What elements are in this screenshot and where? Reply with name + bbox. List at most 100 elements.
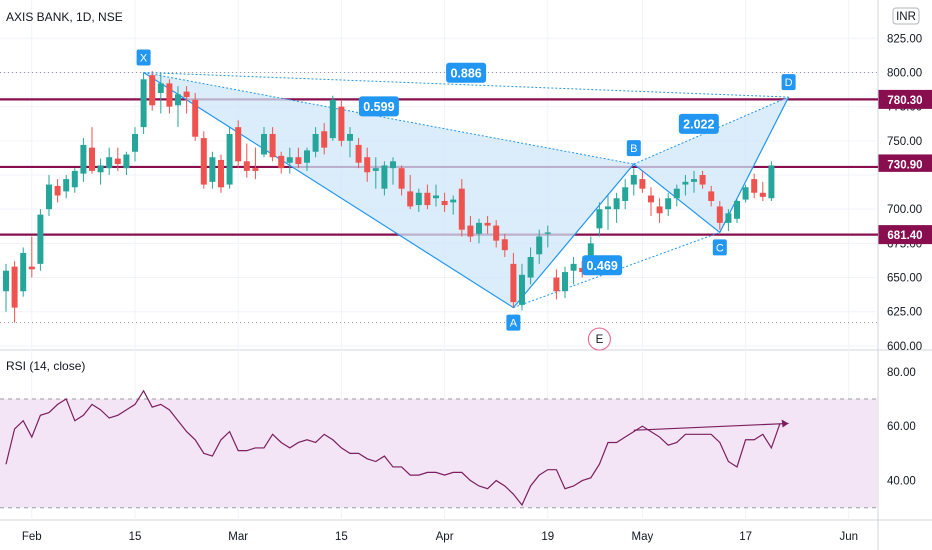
- candle[interactable]: [54, 185, 61, 196]
- candle[interactable]: [243, 161, 250, 171]
- candle[interactable]: [536, 236, 543, 255]
- bcd-triangle[interactable]: [633, 97, 789, 233]
- candle[interactable]: [484, 222, 491, 226]
- ratio-label[interactable]: [446, 62, 487, 83]
- price-tag[interactable]: [878, 225, 932, 245]
- candle[interactable]: [751, 179, 758, 193]
- candle[interactable]: [140, 79, 147, 128]
- candle[interactable]: [708, 191, 715, 201]
- candle[interactable]: [501, 239, 508, 251]
- candle[interactable]: [639, 179, 646, 189]
- candle[interactable]: [648, 195, 654, 203]
- candle[interactable]: [665, 198, 672, 210]
- candle[interactable]: [570, 263, 577, 271]
- candle[interactable]: [562, 272, 568, 292]
- candle[interactable]: [476, 222, 482, 234]
- rsi-series[interactable]: [5, 389, 789, 507]
- candle[interactable]: [295, 157, 302, 165]
- candle[interactable]: [226, 133, 233, 185]
- candle[interactable]: [11, 266, 18, 308]
- point-label-x[interactable]: [136, 49, 151, 66]
- candle[interactable]: [218, 159, 224, 188]
- ratio-label[interactable]: [358, 96, 399, 117]
- candle[interactable]: [390, 161, 396, 169]
- candle[interactable]: [132, 133, 138, 152]
- candle[interactable]: [321, 131, 328, 148]
- harmonic-pattern[interactable]: [143, 71, 790, 309]
- candle[interactable]: [20, 252, 27, 292]
- candle[interactable]: [622, 187, 629, 201]
- candle[interactable]: [269, 133, 276, 158]
- candle[interactable]: [192, 99, 199, 137]
- point-label-a[interactable]: [506, 314, 521, 331]
- price-tag[interactable]: [878, 171, 932, 191]
- candle[interactable]: [183, 91, 190, 98]
- candle[interactable]: [235, 127, 242, 162]
- candle[interactable]: [114, 158, 121, 165]
- candle[interactable]: [656, 206, 663, 214]
- point-label-c[interactable]: [712, 239, 727, 256]
- candle[interactable]: [613, 198, 620, 210]
- candle[interactable]: [759, 192, 766, 197]
- candle[interactable]: [355, 144, 362, 163]
- candle[interactable]: [527, 257, 534, 278]
- candle[interactable]: [682, 181, 689, 185]
- candle[interactable]: [493, 225, 500, 241]
- candle[interactable]: [605, 206, 611, 210]
- candle[interactable]: [544, 232, 551, 234]
- candle[interactable]: [123, 154, 130, 169]
- candle[interactable]: [80, 144, 87, 174]
- candle[interactable]: [699, 175, 706, 185]
- candle[interactable]: [734, 200, 740, 219]
- candle[interactable]: [407, 191, 414, 207]
- candle[interactable]: [261, 133, 267, 155]
- candle[interactable]: [209, 157, 216, 182]
- candle[interactable]: [716, 206, 723, 223]
- candle[interactable]: [89, 147, 95, 171]
- candle[interactable]: [97, 165, 104, 173]
- time-axis[interactable]: Feb 15 Mar 15 Apr 19 May 17 Jun: [22, 531, 858, 543]
- candle[interactable]: [742, 187, 749, 200]
- candle[interactable]: [329, 99, 336, 139]
- point-label-b[interactable]: [626, 140, 641, 157]
- candle[interactable]: [441, 200, 448, 206]
- candle[interactable]: [312, 133, 319, 152]
- candle[interactable]: [519, 274, 525, 305]
- price-tag[interactable]: [878, 89, 932, 109]
- candle[interactable]: [768, 165, 775, 199]
- candle[interactable]: [46, 184, 52, 210]
- candle[interactable]: [725, 213, 732, 223]
- candle[interactable]: [200, 138, 207, 185]
- price-axis[interactable]: 600.00625.00650.00675.00700.00725.00750.…: [878, 33, 932, 353]
- ratio-label[interactable]: [678, 113, 719, 134]
- candle[interactable]: [673, 188, 680, 199]
- candle[interactable]: [63, 179, 70, 192]
- candle[interactable]: [691, 179, 697, 182]
- candle[interactable]: [347, 133, 353, 141]
- candle[interactable]: [630, 175, 637, 185]
- candle[interactable]: [157, 83, 164, 93]
- xab-triangle[interactable]: [143, 72, 634, 308]
- candle[interactable]: [106, 157, 113, 169]
- candle[interactable]: [166, 83, 173, 107]
- candle[interactable]: [278, 155, 285, 169]
- candle[interactable]: [381, 165, 388, 189]
- candle[interactable]: [433, 195, 439, 199]
- candle[interactable]: [467, 225, 474, 237]
- rsi-line[interactable]: [5, 389, 781, 507]
- candle[interactable]: [338, 106, 345, 141]
- candle[interactable]: [424, 192, 431, 206]
- candle[interactable]: [458, 188, 465, 230]
- point-label-d[interactable]: [781, 74, 796, 91]
- e-marker[interactable]: [587, 327, 612, 351]
- candle[interactable]: [415, 192, 422, 206]
- pattern-labels[interactable]: X A B C D 0.886 0.599 2.022 0.469 E: [136, 49, 796, 351]
- candle[interactable]: [553, 277, 560, 292]
- candle[interactable]: [149, 75, 156, 106]
- candle[interactable]: [596, 209, 603, 229]
- rsi-axis[interactable]: 40.00 60.00 80.00: [887, 367, 916, 488]
- candle[interactable]: [398, 168, 405, 189]
- candle[interactable]: [175, 94, 181, 106]
- ratio-label[interactable]: [582, 255, 623, 276]
